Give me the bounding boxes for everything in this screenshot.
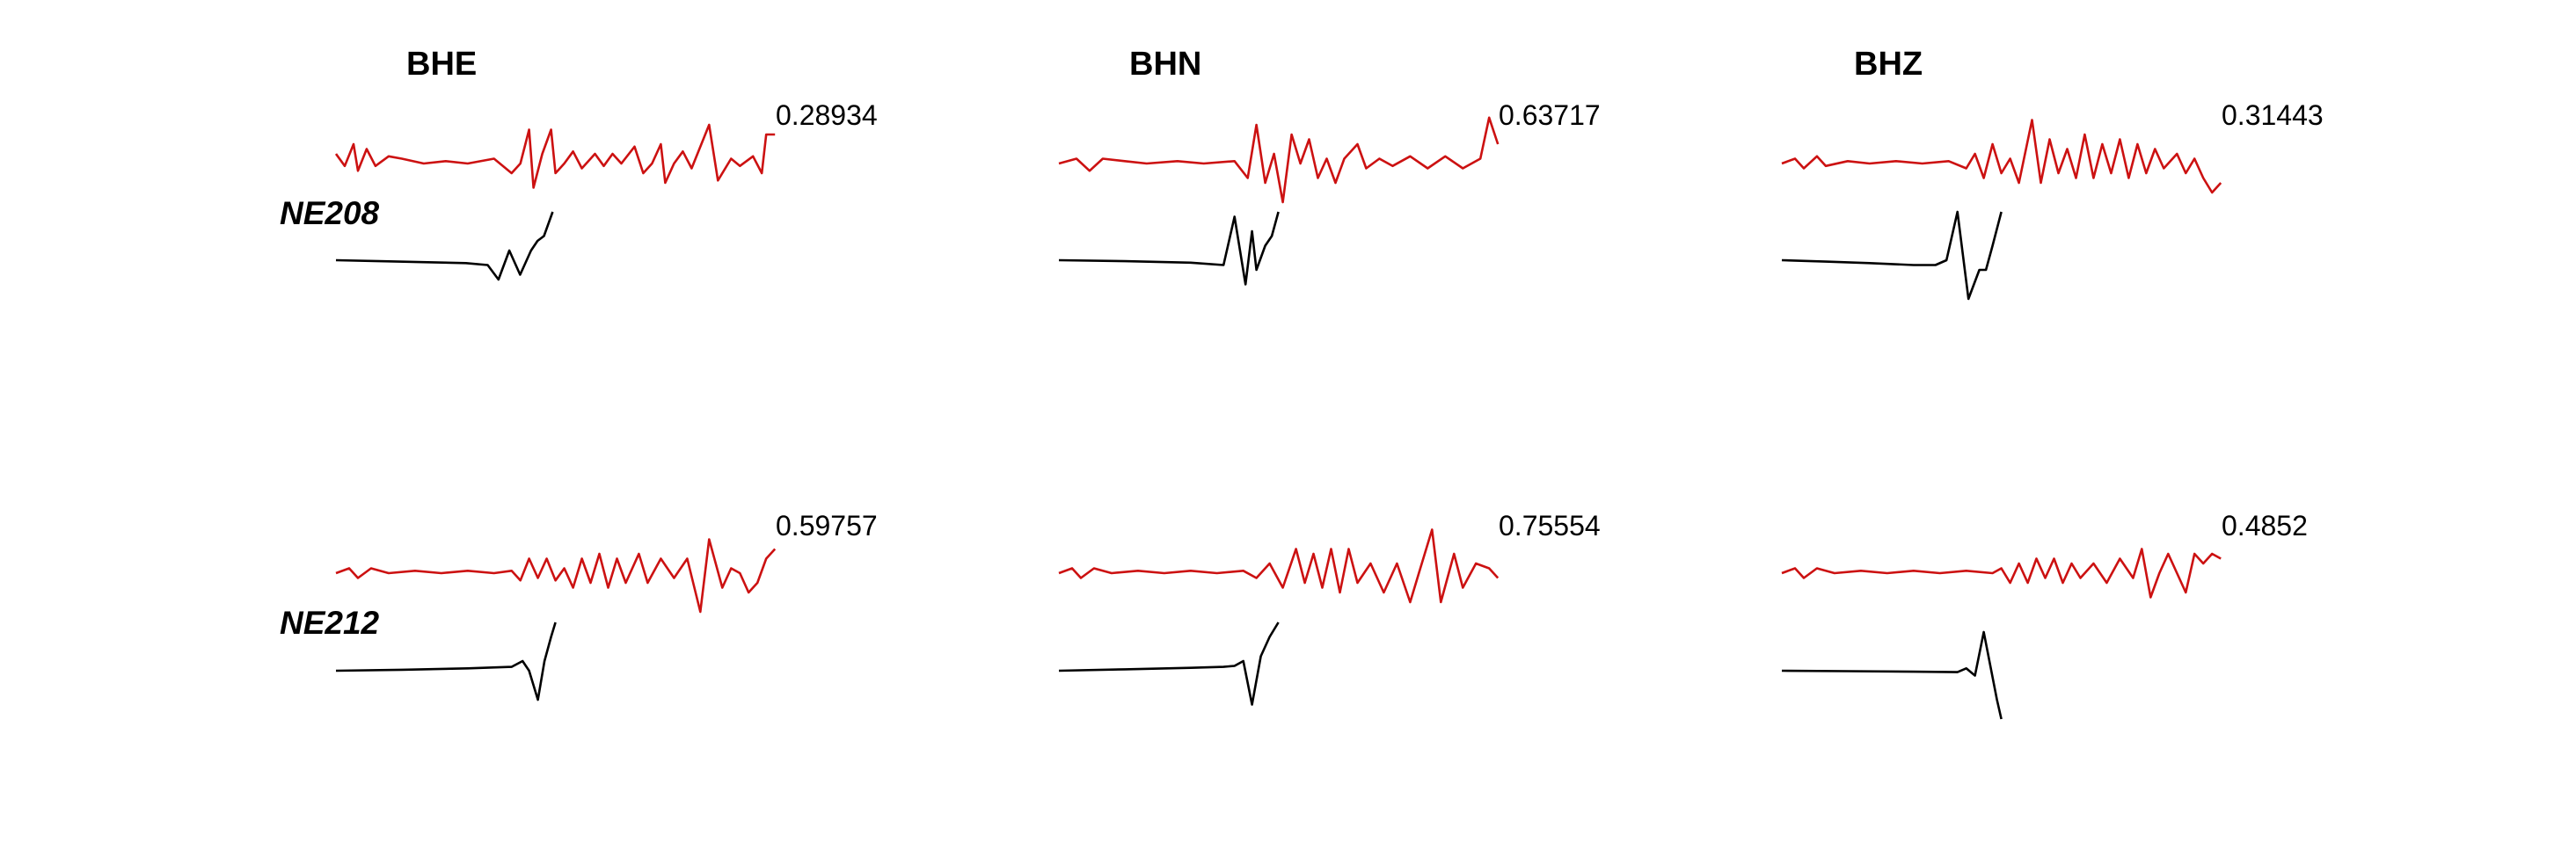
observed-trace-ne208-bhe bbox=[334, 123, 776, 189]
synthetic-trace-ne208-bhz bbox=[1781, 210, 2003, 301]
correlation-ne208-bhe: 0.28934 bbox=[776, 99, 878, 131]
channel-title-bhz: BHZ bbox=[1854, 46, 1923, 83]
correlation-ne212-bhn: 0.75554 bbox=[1499, 510, 1601, 542]
synthetic-trace-ne212-bhz bbox=[1781, 630, 2003, 720]
synthetic-trace-ne208-bhn bbox=[1058, 211, 1280, 286]
correlation-ne208-bhn: 0.63717 bbox=[1499, 99, 1601, 131]
observed-trace-ne208-bhn bbox=[1058, 116, 1500, 204]
correlation-ne212-bhz: 0.4852 bbox=[2222, 510, 2308, 542]
station-label-ne212: NE212 bbox=[280, 605, 380, 641]
station-label-ne208: NE208 bbox=[280, 195, 380, 231]
synthetic-trace-ne208-bhe bbox=[335, 211, 554, 281]
correlation-ne208-bhz: 0.31443 bbox=[2222, 99, 2324, 131]
observed-trace-ne212-bhz bbox=[1781, 548, 2222, 599]
channel-title-bhe: BHE bbox=[406, 46, 478, 83]
synthetic-trace-ne212-bhn bbox=[1058, 621, 1280, 706]
observed-trace-ne208-bhz bbox=[1781, 119, 2222, 194]
correlation-ne212-bhe: 0.59757 bbox=[776, 510, 878, 542]
synthetic-trace-ne212-bhe bbox=[335, 621, 557, 701]
channel-title-bhn: BHN bbox=[1129, 46, 1202, 83]
observed-trace-ne212-bhe bbox=[335, 538, 777, 614]
observed-trace-ne212-bhn bbox=[1058, 528, 1500, 604]
